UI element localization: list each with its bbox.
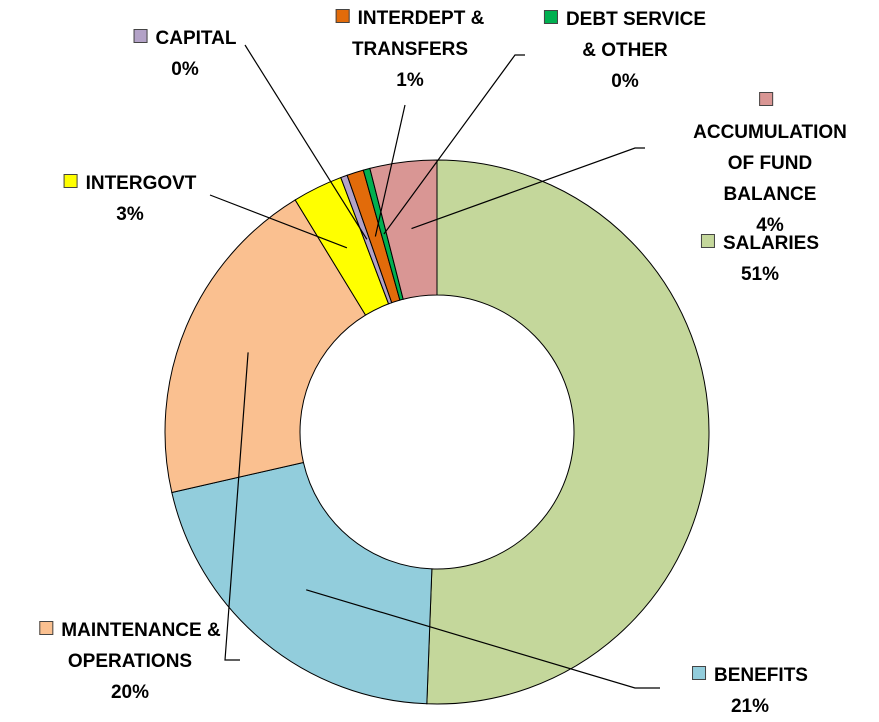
leader-line <box>209 194 348 249</box>
leader-line <box>411 147 645 230</box>
legend-swatch <box>759 92 773 106</box>
donut-slice <box>171 461 433 705</box>
percent-label: 4% <box>756 215 784 236</box>
slice-label: CAPITAL 0% <box>133 23 237 85</box>
leader-line <box>306 589 660 689</box>
donut-slice <box>426 159 710 705</box>
slice-label: BENEFITS 21% <box>692 660 808 722</box>
category-name: BENEFITS <box>714 665 808 686</box>
percent-label: 0% <box>611 71 639 92</box>
percent-label: 1% <box>396 70 424 91</box>
category-name: CAPITAL <box>155 28 237 49</box>
percent-label: 51% <box>740 264 780 285</box>
percent-label: 3% <box>116 204 144 225</box>
category-name: INTERDEPT & TRANSFERS <box>351 8 485 60</box>
leader-line <box>383 54 525 235</box>
category-name: DEBT SERVICE & OTHER <box>565 9 707 61</box>
legend-swatch <box>63 174 78 188</box>
percent-label: 20% <box>110 682 150 703</box>
percent-label: 21% <box>730 696 770 717</box>
donut-slice <box>164 199 367 494</box>
legend-swatch <box>39 621 54 635</box>
slice-label: INTERDEPT & TRANSFERS 1% <box>335 3 485 96</box>
leader-line <box>224 352 249 661</box>
category-name: INTERGOVT <box>85 173 197 194</box>
percent-label: 0% <box>171 59 199 80</box>
donut-slice <box>369 159 438 300</box>
leader-line <box>374 104 406 237</box>
slice-label: DEBT SERVICE & OTHER 0% <box>543 4 707 97</box>
slice-label: MAINTENANCE & OPERATIONS 20% <box>39 615 221 708</box>
slice-label: SALARIES 51% <box>700 228 820 290</box>
legend-swatch <box>692 666 707 680</box>
legend-swatch <box>543 10 558 24</box>
slice-label: INTERGOVT 3% <box>63 168 197 230</box>
category-name: MAINTENANCE & OPERATIONS <box>61 620 221 672</box>
category-name: ACCUMULATION OF FUND BALANCE <box>693 122 847 205</box>
category-name: SALARIES <box>722 233 820 254</box>
leader-line <box>244 44 368 240</box>
legend-swatch <box>700 234 715 248</box>
slice-label: ACCUMULATION OF FUND BALANCE 4% <box>693 86 847 241</box>
legend-swatch <box>133 29 148 43</box>
legend-swatch <box>335 9 350 23</box>
